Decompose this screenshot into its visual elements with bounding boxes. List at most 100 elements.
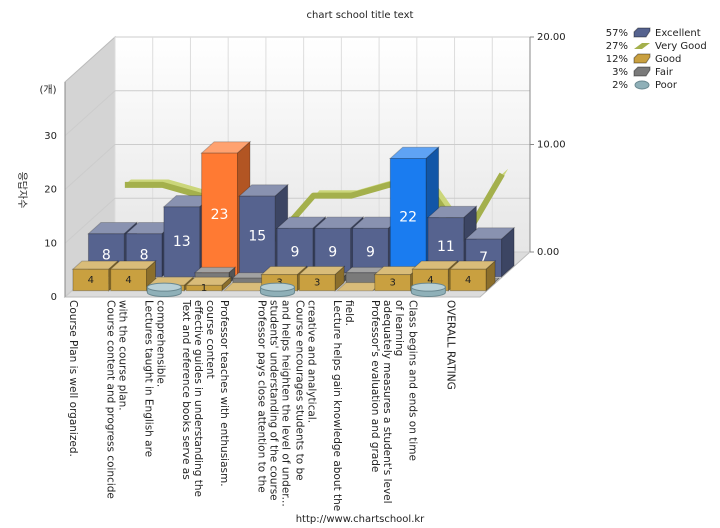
y-axis-unit: (개) xyxy=(39,84,56,96)
bar-top-shade xyxy=(337,282,382,291)
x-tick-label: Lectures taught in English are comprehen… xyxy=(142,300,167,458)
data-label: 13 xyxy=(173,234,191,250)
bar-group: 4 xyxy=(448,259,497,292)
x-tick-label: Professor's evaluation and grade adequat… xyxy=(368,300,405,504)
category-label-box: Text and reference books serve as effect… xyxy=(180,300,217,497)
legend-label: Very Good xyxy=(655,41,707,52)
category-label-box: Professor teaches with enthusiasm. xyxy=(217,300,230,487)
bar-top-shade xyxy=(163,195,213,207)
x-tick-label: Text and reference books serve as effect… xyxy=(180,300,217,497)
data-label: 1 xyxy=(201,283,207,294)
bar-top-shade xyxy=(239,184,288,197)
bar-top-shade xyxy=(126,222,175,234)
data-label: 7 xyxy=(479,250,488,266)
legend-label: Good xyxy=(655,54,681,65)
bar xyxy=(238,195,276,278)
legend-label: Poor xyxy=(655,80,678,91)
category-label-box: Class begins and ends on time xyxy=(406,300,419,461)
bar-top-shade xyxy=(186,277,231,286)
legend-swatch xyxy=(633,53,651,64)
bar-top-shade xyxy=(201,141,250,154)
bar-top-shade xyxy=(88,222,137,234)
bar-top-shade xyxy=(450,261,496,270)
bar-top-shade xyxy=(223,282,269,291)
bar-side xyxy=(492,277,500,284)
legend-swatch xyxy=(633,66,651,77)
line xyxy=(124,172,505,242)
bar xyxy=(72,268,110,292)
data-label: 4 xyxy=(465,275,471,286)
x-tick-label: OVERALL RATING xyxy=(444,300,457,390)
x-tick-label: Course content and progress coincide wit… xyxy=(104,300,129,499)
bar-top-shade xyxy=(427,206,477,218)
data-label: 8 xyxy=(102,247,111,263)
data-label: 3 xyxy=(314,278,320,289)
category-label-box: Lectures taught in English are comprehen… xyxy=(142,300,167,458)
x-tick-label: Class begins and ends on time xyxy=(406,300,419,461)
y-tick-label: 30 xyxy=(44,131,57,142)
bar-group: 4 xyxy=(71,259,120,292)
bar-top-shade xyxy=(261,266,307,275)
bar-top-shade xyxy=(110,261,156,270)
cylinder-top xyxy=(146,282,182,292)
bar xyxy=(374,274,412,292)
chart-title: chart school title text xyxy=(307,10,414,21)
bar-top-shade xyxy=(345,267,386,273)
category-label-box: Course content and progress coincide wit… xyxy=(104,300,129,499)
data-label: 23 xyxy=(211,207,229,223)
bar-side-shade xyxy=(486,261,496,291)
x-tick-label: Course encourages students to be creativ… xyxy=(293,300,318,481)
y-tick-label: 0 xyxy=(51,292,57,303)
bar-top-shade xyxy=(465,227,515,240)
bar-side-shade xyxy=(335,266,345,291)
bar xyxy=(389,158,427,278)
bar-top-shade xyxy=(314,217,364,229)
y-axis-title: 응답자수 xyxy=(16,172,28,209)
y-tick-label: 10 xyxy=(44,238,57,249)
x-tick-label: Lecture helps gain knowledge about the f… xyxy=(331,300,356,512)
legend-swatch xyxy=(634,80,650,90)
category-label-box: Course Plan is well organized. xyxy=(67,300,79,457)
y2-tick-label: 0.00 xyxy=(537,247,559,258)
bar-top-shade xyxy=(390,147,439,159)
bar xyxy=(163,206,201,278)
bar xyxy=(449,268,487,292)
bar xyxy=(298,274,336,292)
bar-top-shade xyxy=(72,261,118,270)
x-tick-label: Professor teaches with enthusiasm. xyxy=(217,300,230,487)
category-label-box: OVERALL RATING xyxy=(444,300,457,390)
cylinder-top xyxy=(410,282,446,292)
data-label: 4 xyxy=(125,275,131,286)
x-tick-label: Course Plan is well organized. xyxy=(67,300,79,457)
cylinder-top xyxy=(260,282,295,292)
data-label: 4 xyxy=(88,275,94,286)
category-label-box: Course encourages students to be creativ… xyxy=(293,300,318,481)
grid-line xyxy=(64,144,530,190)
bar-group: 7 xyxy=(464,226,516,278)
category-label-box: Professor pays close attention to the st… xyxy=(255,300,292,507)
bar xyxy=(185,284,223,292)
data-label: 15 xyxy=(248,228,266,244)
bar-group: 1 xyxy=(184,276,233,294)
legend-label: Fair xyxy=(655,67,674,78)
bar xyxy=(201,152,238,278)
bar xyxy=(110,268,148,292)
data-label: 8 xyxy=(140,247,149,263)
x-tick-label: Professor pays close attention to the st… xyxy=(255,300,292,507)
data-label: 22 xyxy=(399,210,417,226)
legend-share: 57% xyxy=(606,28,628,39)
grid-line xyxy=(64,90,530,137)
bar-top-shade xyxy=(412,261,458,270)
data-label: 4 xyxy=(427,275,433,286)
legend-share: 2% xyxy=(612,80,628,91)
bar-top-shade xyxy=(374,266,420,275)
y2-tick-label: 10.00 xyxy=(537,140,566,151)
bar-top-shade xyxy=(352,217,401,229)
bar-group: 3 xyxy=(298,265,346,292)
bar-top-shade xyxy=(195,267,236,273)
legend-label: Excellent xyxy=(655,28,701,39)
legend-swatch xyxy=(634,43,650,49)
bar-top-shade xyxy=(299,266,345,275)
data-label: 9 xyxy=(366,245,375,261)
bar-top-shade xyxy=(277,217,326,229)
